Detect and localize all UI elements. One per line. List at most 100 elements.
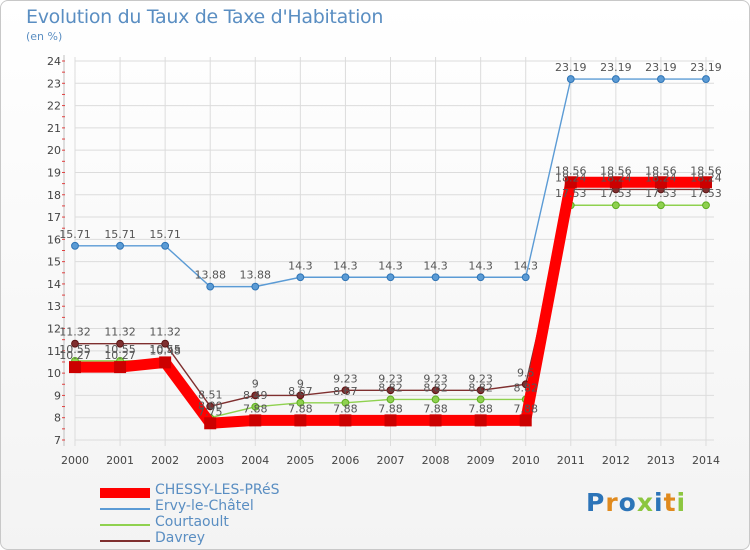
y-tick-label: 23 [47,77,61,90]
series-marker-2 [251,402,260,411]
data-label: 14.3 [423,259,448,272]
series-marker-3 [296,391,305,400]
series-marker-2 [702,201,710,210]
series-marker-0 [159,356,172,369]
x-tick-label: 2007 [377,454,405,467]
series-marker-2 [611,201,620,210]
x-tick-label: 2001 [106,454,134,467]
series-marker-0 [294,414,307,427]
x-tick-label: 2012 [602,454,630,467]
logo-letter: r [605,488,619,517]
data-label: 11.32 [149,326,181,339]
series-marker-3 [206,402,215,411]
x-tick-label: 2004 [241,454,269,467]
data-label: 9.23 [333,372,358,385]
series-marker-1 [251,282,260,291]
data-label: 14.3 [513,259,538,272]
series-marker-1 [521,273,530,282]
y-tick-label: 12 [47,323,61,336]
logo-letter: i [676,488,687,517]
series-marker-0 [474,414,487,427]
data-label: 14.3 [378,259,403,272]
data-label: 9.23 [378,372,403,385]
data-label: 10.55 [104,343,136,356]
x-tick-label: 2014 [692,454,720,467]
series-marker-0 [700,176,712,189]
series-marker-1 [566,75,575,83]
series-marker-1 [296,273,305,282]
data-label: 8.00 [198,400,223,413]
data-label: 13.88 [194,269,226,282]
series-marker-3 [161,339,170,348]
data-label: 13.88 [240,269,272,282]
chart-subtitle: (en %) [26,30,63,43]
series-marker-1 [476,273,485,282]
series-marker-3 [386,386,395,395]
legend-label: CHESSY-LES-PRéS [155,482,280,498]
series-marker-0 [339,414,352,427]
series-marker-1 [341,273,350,282]
series-marker-1 [702,75,710,83]
series-marker-1 [611,75,620,83]
data-label: 7.88 [288,402,313,415]
series-marker-3 [116,339,124,348]
data-label: 18.56 [690,164,722,177]
data-label: 9 [252,377,259,390]
data-label: 14.3 [333,259,358,272]
series-marker-0 [204,417,217,430]
series-marker-0 [384,414,397,427]
y-tick-label: 9 [54,389,61,402]
data-label: 10.48 [149,344,181,357]
data-label: 23.19 [645,61,677,74]
logo-letter: P [586,488,606,517]
series-marker-1 [116,241,124,250]
data-label: 8.82 [513,381,538,394]
y-tick-label: 8 [54,412,61,425]
series-marker-3 [476,386,485,395]
series-marker-3 [431,386,440,395]
data-label: 8.82 [378,381,403,394]
data-label: 14.3 [288,259,313,272]
data-label: 14.3 [468,259,493,272]
y-tick-label: 15 [47,256,61,269]
x-tick-label: 2010 [512,454,540,467]
series-marker-0 [564,176,577,189]
legend-swatch [100,524,150,526]
data-label: 15.71 [149,228,181,241]
data-label: 10.27 [59,349,91,362]
data-label: 8.51 [198,388,223,401]
data-label: 10.55 [59,343,91,356]
data-label: 18.56 [600,164,632,177]
data-label: 15.71 [59,228,91,241]
data-label: 23.19 [600,61,632,74]
data-label: 8.67 [288,385,313,398]
y-tick-label: 19 [47,166,61,179]
x-tick-label: 2000 [61,454,89,467]
proxiti-logo: Proxiti [586,488,686,517]
data-label: 7.88 [513,402,538,415]
legend-swatch [100,540,150,542]
series-marker-2 [341,398,350,407]
legend-swatch [100,508,150,510]
series-marker-2 [476,395,485,404]
y-tick-label: 20 [47,144,61,157]
data-label: 18.56 [645,164,677,177]
data-label: 9.23 [468,372,493,385]
x-tick-label: 2005 [286,454,314,467]
series-marker-0 [429,414,442,427]
series-marker-1 [161,241,170,250]
data-label: 23.19 [690,61,722,74]
axes: 7 8 9 10 11 12 13 14 15 16 17 18 19 20 21 22 23 24 2000 200… [47,55,720,467]
x-tick-label: 2003 [196,454,224,467]
data-label: 7.88 [243,402,268,415]
data-label: 18.56 [555,164,587,177]
y-tick-label: 13 [47,300,61,313]
data-label: 18.24 [690,171,722,184]
logo-letter: i [654,488,664,517]
legend-label: Davrey [155,530,205,546]
series-marker-0 [519,414,532,427]
data-label: 8.49 [243,389,268,402]
legend-label: Courtaoult [155,514,229,530]
